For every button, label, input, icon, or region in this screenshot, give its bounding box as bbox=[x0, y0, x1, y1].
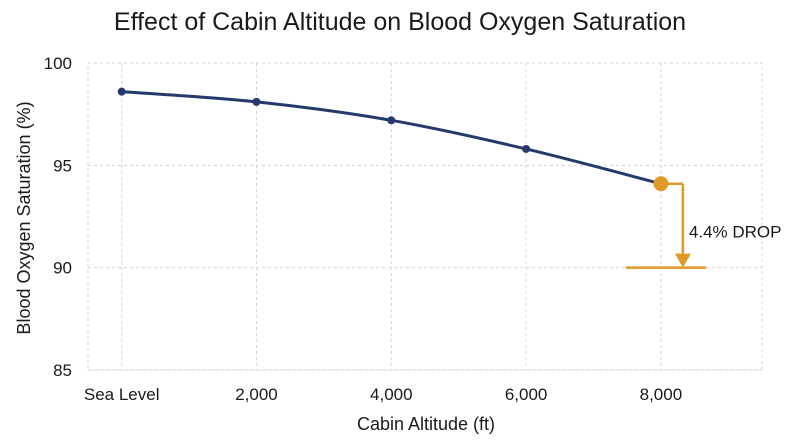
annotation-layer: 4.4% DROP bbox=[625, 176, 782, 269]
x-axis-title: Cabin Altitude (ft) bbox=[357, 414, 495, 434]
y-tick-label: 100 bbox=[44, 54, 72, 73]
data-point bbox=[387, 116, 396, 125]
chart-title: Effect of Cabin Altitude on Blood Oxygen… bbox=[114, 8, 686, 36]
x-tick-label: Sea Level bbox=[84, 385, 160, 404]
data-point bbox=[252, 97, 261, 106]
x-tick-label: 4,000 bbox=[370, 385, 413, 404]
x-tick-label: 6,000 bbox=[505, 385, 548, 404]
y-tick-label: 85 bbox=[53, 361, 72, 380]
data-point bbox=[117, 87, 126, 96]
x-tick-label: 2,000 bbox=[235, 385, 278, 404]
highlight-point bbox=[653, 176, 669, 192]
y-tick-label: 90 bbox=[53, 259, 72, 278]
annotation-arrow-head bbox=[674, 253, 691, 268]
data-point bbox=[522, 144, 531, 153]
grid-lines bbox=[87, 62, 763, 371]
x-tick-label: 8,000 bbox=[640, 385, 683, 404]
axis-ticks: 85 90 95 100 Sea Level 2,000 4,000 6,000 8,000 bbox=[44, 54, 683, 404]
y-tick-label: 95 bbox=[53, 156, 72, 175]
annotation-label: 4.4% DROP bbox=[689, 223, 782, 242]
series-layer bbox=[117, 87, 663, 186]
y-axis-title: Blood Oxygen Saturation (%) bbox=[14, 101, 34, 334]
